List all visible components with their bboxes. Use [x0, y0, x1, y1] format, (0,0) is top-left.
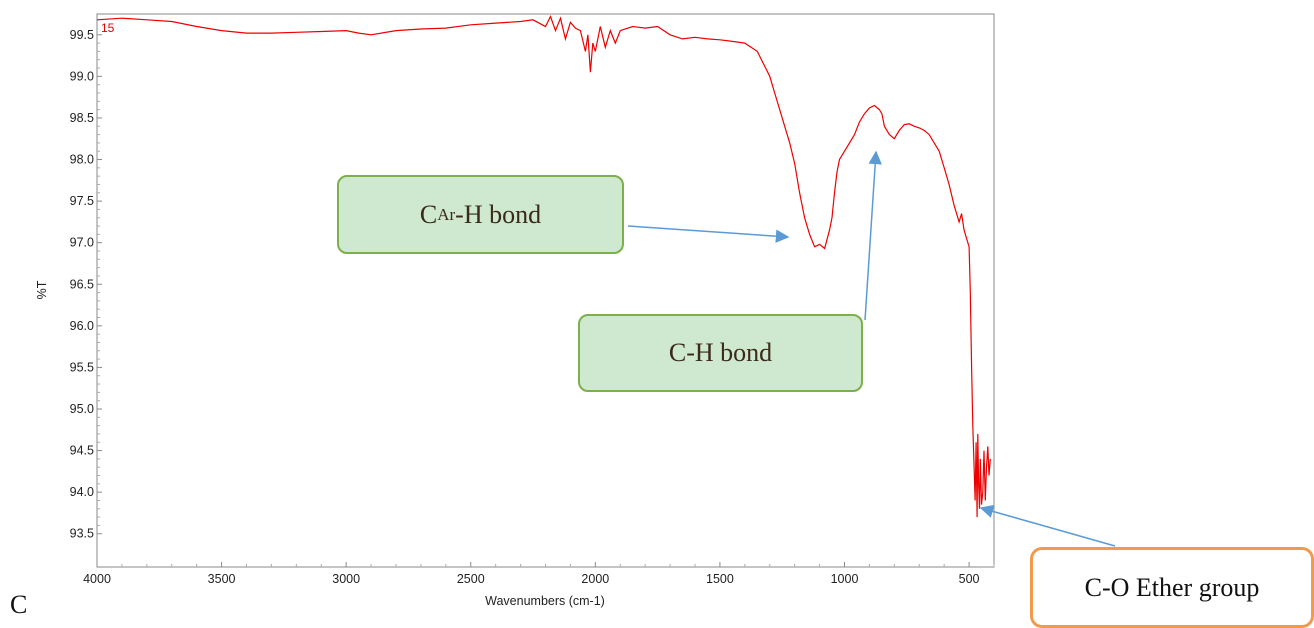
- trace-label: 15: [101, 21, 115, 35]
- plot-frame: [96, 13, 995, 568]
- x-tick-label: 1500: [706, 572, 734, 586]
- arrow-c-h: [864, 150, 882, 321]
- x-tick-label: 3000: [332, 572, 360, 586]
- y-tick-label: 93.5: [70, 527, 94, 541]
- x-tick-label: 1000: [831, 572, 859, 586]
- x-tick-label: 3500: [208, 572, 236, 586]
- annotation-c-h-bond: C-H bond: [578, 314, 863, 392]
- annotation-car-h-bond: C Ar -H bond: [337, 175, 624, 254]
- car-h-suffix: -H bond: [455, 199, 542, 229]
- c-o-ether-label: C-O Ether group: [1084, 572, 1260, 602]
- y-tick-label: 97.5: [70, 194, 94, 208]
- y-tick-label: 98.0: [70, 153, 94, 167]
- y-tick-label: 99.0: [70, 69, 94, 83]
- y-tick-label: 95.0: [70, 402, 94, 416]
- spectrum-series-line: [96, 14, 991, 518]
- y-tick-label: 94.5: [70, 444, 94, 458]
- car-h-prefix: C: [419, 199, 438, 229]
- y-tick-label: 97.0: [70, 236, 94, 250]
- x-axis-title: Wavenumbers (cm-1): [485, 594, 605, 608]
- car-h-subscript: Ar: [437, 204, 456, 224]
- arrow-c-o-ether: [979, 504, 1116, 547]
- x-tick-label: 2500: [457, 572, 485, 586]
- y-tick-label: 96.5: [70, 277, 94, 291]
- x-tick-label: 4000: [83, 572, 111, 586]
- y-axis-title: %T: [35, 280, 49, 299]
- y-tick-label: 96.0: [70, 319, 94, 333]
- annotation-c-o-ether-group: C-O Ether group: [1030, 547, 1314, 628]
- x-axis: 4000 3500 3000 2500 2000 1500 1000 500: [83, 562, 995, 586]
- x-tick-label: 2000: [581, 572, 609, 586]
- y-tick-label: 99.5: [70, 28, 94, 42]
- x-tick-label: 500: [959, 572, 980, 586]
- c-h-bond-label: C-H bond: [668, 338, 773, 367]
- arrow-car-h: [627, 225, 790, 243]
- y-tick-label: 98.5: [70, 111, 94, 125]
- y-tick-label: 95.5: [70, 360, 94, 374]
- y-axis: 93.5 94.0 94.5 95.0 95.5 96.0 96.5 97.0 97.5 98.0…: [70, 28, 102, 541]
- stray-caption-letter: C: [10, 590, 28, 619]
- y-tick-label: 94.0: [70, 485, 94, 499]
